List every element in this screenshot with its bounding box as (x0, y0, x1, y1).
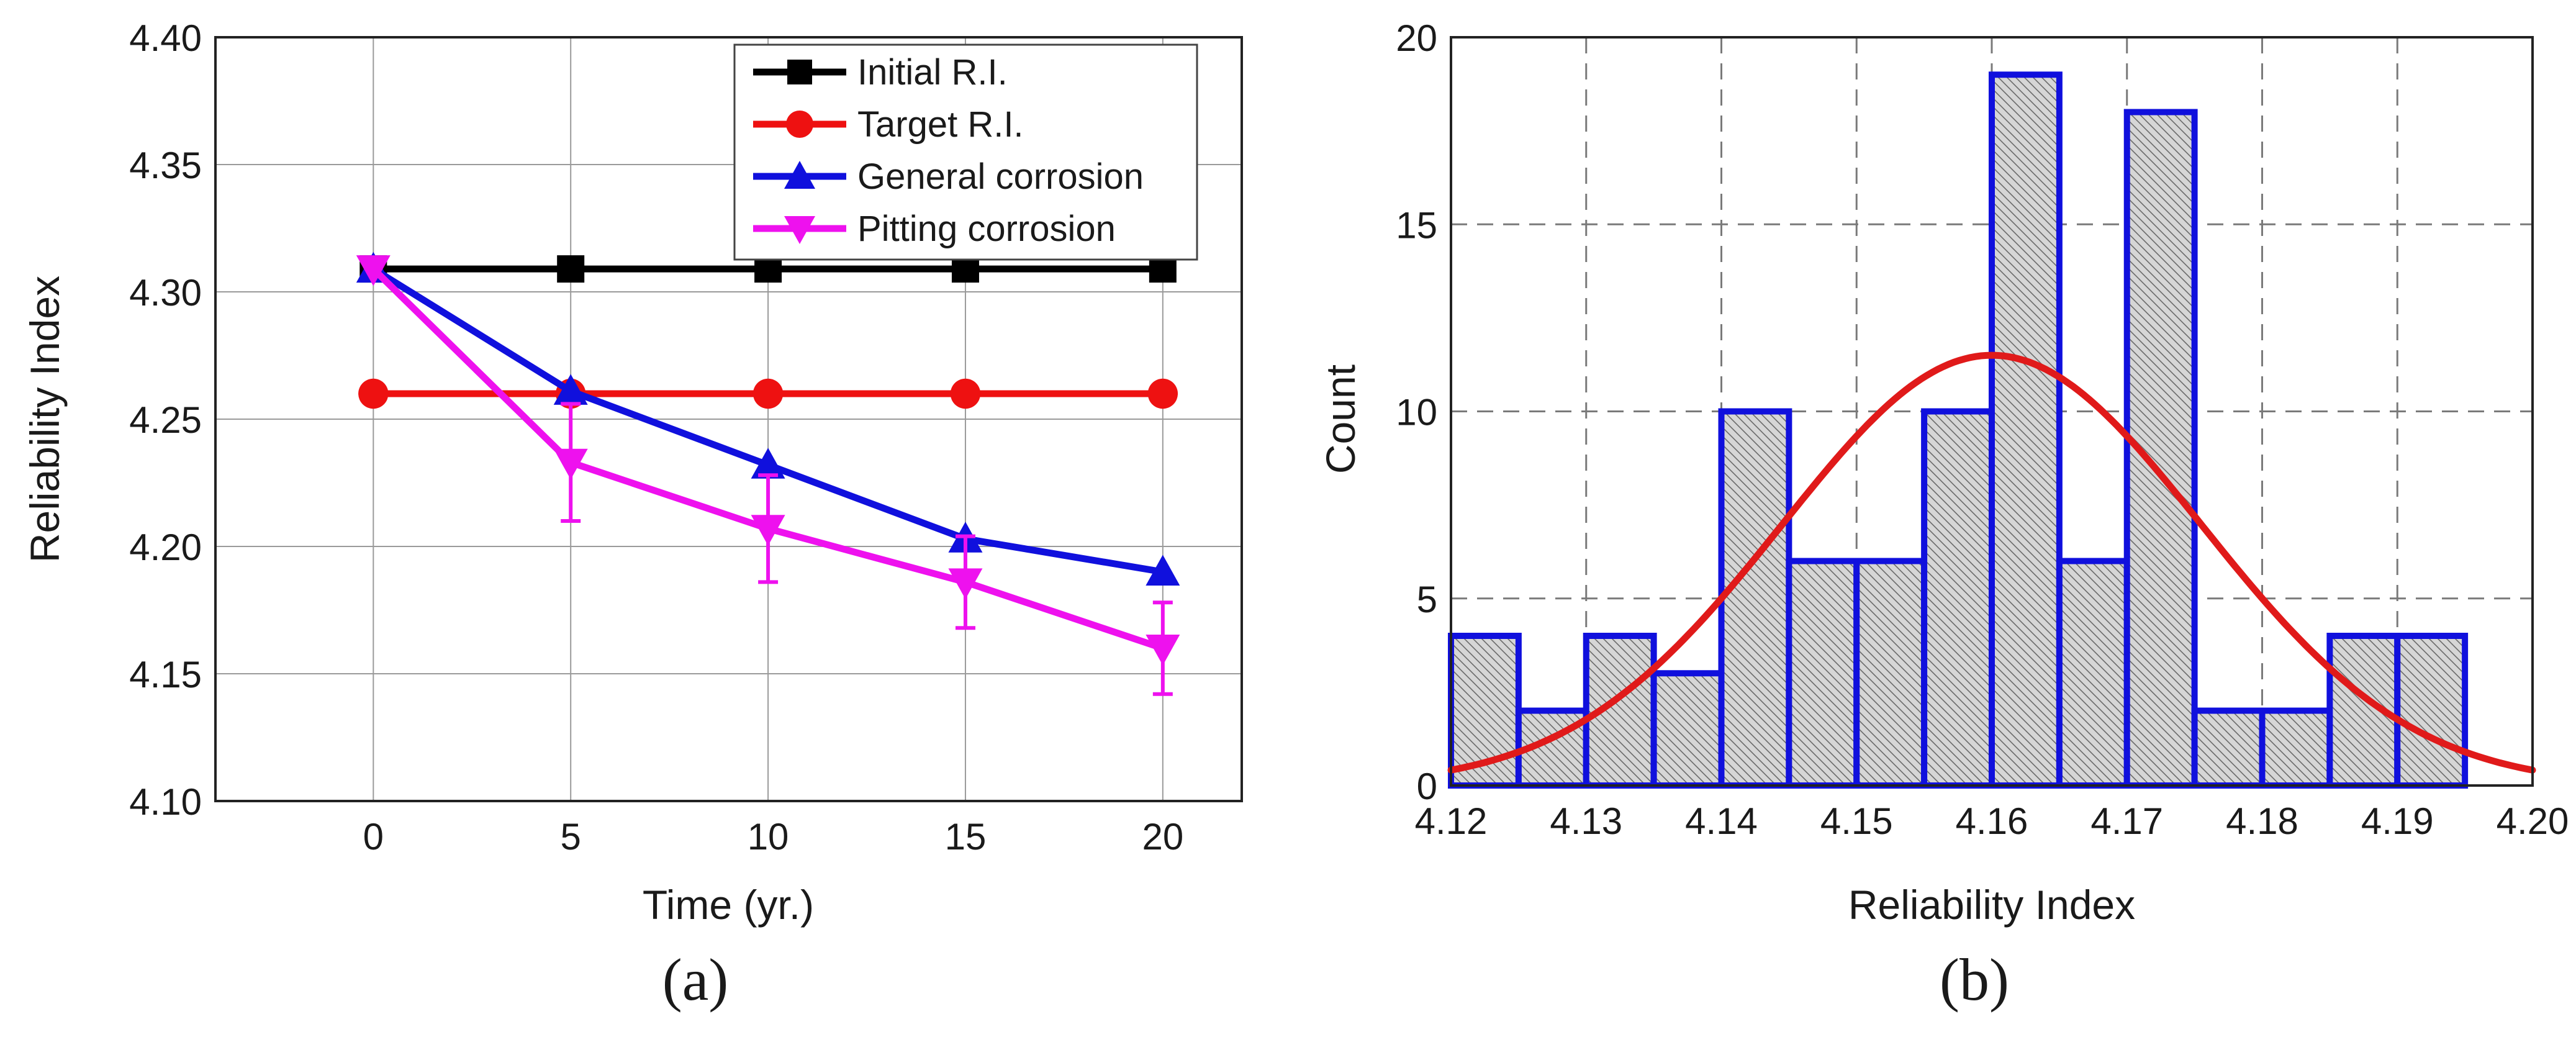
histogram-bar (1718, 408, 1792, 789)
marker-triangle-down (1146, 635, 1180, 666)
legend-label: Target R.I. (857, 104, 1024, 145)
panel-label-a: (a) (662, 946, 729, 1013)
legend-item: Pitting corrosion (753, 209, 1116, 249)
x-tick-label: 4.20 (2497, 800, 2569, 842)
histogram-bar (2191, 707, 2266, 789)
y-ticks-b: 0 5 10 15 20 (1396, 17, 1437, 807)
marker-circle (358, 378, 389, 409)
marker-triangle-up (751, 448, 785, 479)
x-tick-label: 0 (363, 816, 384, 858)
marker-triangle-down (948, 568, 983, 599)
histogram-bar (2259, 707, 2333, 789)
legend-item: Initial R.I. (753, 52, 1008, 93)
panel-label-b: (b) (1940, 946, 2009, 1013)
y-tick-label: 4.15 (129, 654, 202, 695)
marker-triangle-up (784, 161, 815, 189)
x-axis-label-b: Reliability Index (1848, 882, 2135, 928)
marker-circle (752, 378, 784, 409)
series-pitting-corrosion (356, 255, 1180, 696)
legend-item: General corrosion (753, 156, 1144, 197)
marker-triangle-down (784, 216, 815, 244)
legend-label: Pitting corrosion (857, 209, 1116, 249)
x-tick-label: 4.18 (2226, 800, 2298, 842)
panel-a: 4.10 4.15 4.20 4.25 4.30 4.35 4.40 0 5 10 15 20 In… (22, 17, 1243, 1013)
marker-triangle-down (751, 515, 785, 546)
x-tick-label: 10 (748, 816, 789, 858)
y-tick-label: 10 (1396, 392, 1437, 433)
histogram-bar (1786, 558, 1860, 789)
marker-circle (786, 111, 813, 138)
y-tick-label: 4.10 (129, 781, 202, 823)
fit-curve (1447, 351, 2536, 774)
y-tick-label: 4.20 (129, 527, 202, 568)
histogram-bar (1989, 71, 2063, 789)
y-axis-label-a: Reliability Index (22, 276, 68, 563)
histogram-bar (2394, 633, 2469, 789)
x-ticks-a: 0 5 10 15 20 (363, 816, 1184, 858)
marker-circle (950, 378, 981, 409)
series-a (356, 251, 1180, 696)
x-ticks-b: 4.12 4.13 4.14 4.15 4.16 4.17 4.18 4.19 4.20 (1415, 800, 2569, 842)
plot-frame-a (214, 36, 1243, 802)
x-tick-label: 4.14 (1685, 800, 1758, 842)
x-tick-label: 4.13 (1550, 800, 1622, 842)
histogram-bar (1650, 670, 1725, 789)
x-tick-label: 5 (561, 816, 581, 858)
histogram-bars (1448, 71, 2469, 789)
legend-item: Target R.I. (753, 104, 1024, 145)
y-axis-label-b: Count (1317, 365, 1363, 474)
histogram-bar (1853, 558, 1928, 789)
x-tick-label: 4.17 (2090, 800, 2163, 842)
y-ticks-a: 4.10 4.15 4.20 4.25 4.30 4.35 4.40 (129, 17, 202, 823)
x-tick-label: 4.15 (1820, 800, 1893, 842)
marker-square (787, 60, 812, 84)
marker-triangle-up (553, 374, 588, 405)
y-tick-label: 4.35 (129, 145, 202, 186)
x-tick-label: 4.16 (1956, 800, 2028, 842)
legend-label: General corrosion (857, 156, 1144, 197)
y-tick-label: 4.40 (129, 17, 202, 59)
x-axis-label-a: Time (yr.) (643, 882, 814, 928)
marker-triangle-up (1146, 555, 1180, 586)
histogram-bar (1921, 408, 1995, 789)
marker-circle (1147, 378, 1178, 409)
marker-square (557, 255, 585, 283)
normal-fit-curve (1447, 351, 2536, 774)
x-tick-label: 4.19 (2361, 800, 2434, 842)
y-tick-label: 5 (1417, 579, 1437, 620)
y-tick-label: 15 (1396, 204, 1437, 246)
marker-triangle-down (356, 255, 391, 286)
grid-a (215, 37, 1242, 802)
legend-label: Initial R.I. (857, 52, 1008, 93)
histogram-bar (2056, 558, 2130, 789)
y-tick-label: 4.30 (129, 272, 202, 314)
marker-triangle-down (553, 448, 588, 480)
y-tick-label: 0 (1417, 766, 1437, 807)
plot-frame-b (1450, 36, 2534, 787)
y-tick-label: 4.25 (129, 399, 202, 441)
x-tick-label: 20 (1142, 816, 1183, 858)
y-tick-label: 20 (1396, 17, 1437, 59)
x-tick-label: 15 (945, 816, 987, 858)
legend-a: Initial R.I. Target R.I. General corrosion… (733, 43, 1198, 261)
x-tick-label: 4.12 (1415, 800, 1488, 842)
